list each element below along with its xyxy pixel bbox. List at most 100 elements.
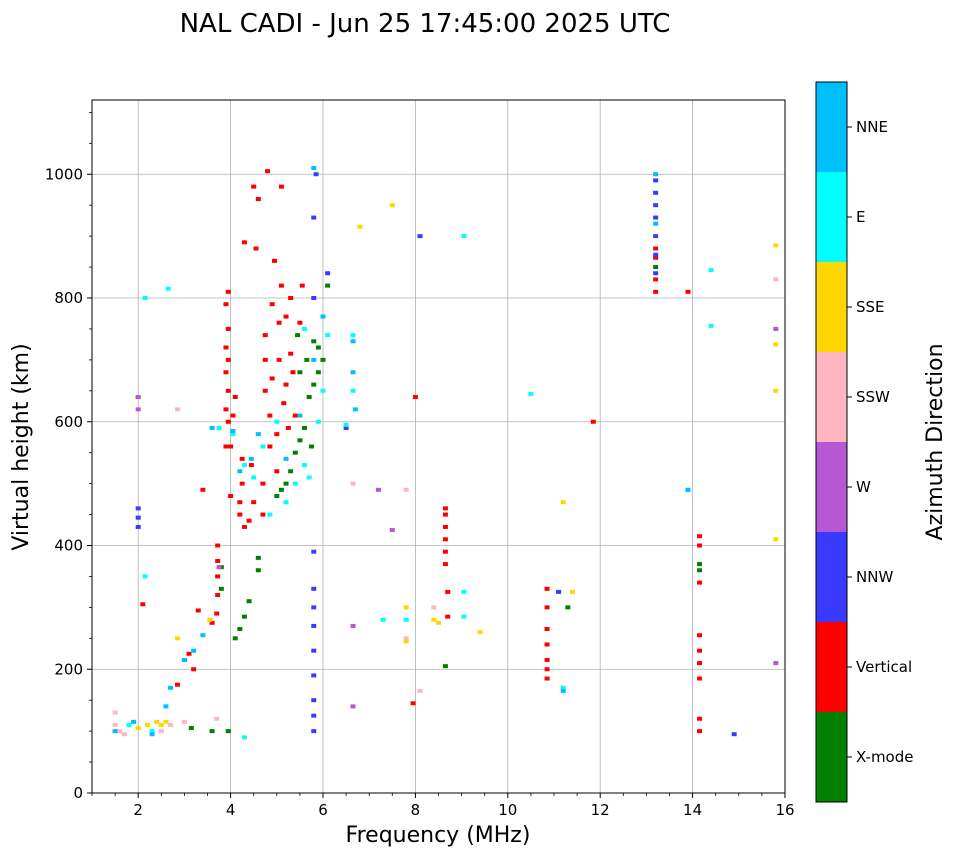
data-point-ssw xyxy=(431,605,437,610)
data-point-vertical xyxy=(253,246,259,251)
data-point-vertical xyxy=(697,633,703,638)
data-point-e xyxy=(528,391,534,396)
data-point-x-mode xyxy=(255,568,261,573)
data-point-e xyxy=(251,475,257,480)
data-point-nne xyxy=(350,370,356,375)
data-point-x-mode xyxy=(325,283,331,288)
data-point-e xyxy=(230,432,236,437)
data-point-nnw xyxy=(343,425,349,430)
data-point-e xyxy=(403,617,409,622)
data-point-w xyxy=(773,326,779,331)
colorbar-tick-label: NNW xyxy=(856,568,893,586)
data-point-vertical xyxy=(685,289,691,294)
data-point-sse xyxy=(431,617,437,622)
data-point-nnw xyxy=(311,215,317,220)
data-point-vertical xyxy=(237,500,243,505)
data-point-nnw xyxy=(653,234,659,239)
data-point-x-mode xyxy=(288,469,294,474)
data-point-nnw xyxy=(135,524,141,529)
data-point-vertical xyxy=(248,463,254,468)
data-point-vertical xyxy=(544,586,550,591)
data-point-x-mode xyxy=(320,357,326,362)
data-point-vertical xyxy=(290,370,296,375)
y-tick-label: 600 xyxy=(54,413,83,431)
data-point-nnw xyxy=(311,549,317,554)
data-point-nnw xyxy=(417,234,423,239)
data-point-ssw xyxy=(350,481,356,486)
data-point-e xyxy=(350,388,356,393)
data-point-vertical xyxy=(544,676,550,681)
data-point-sse xyxy=(158,722,164,727)
data-point-nnw xyxy=(311,605,317,610)
data-point-vertical xyxy=(225,326,231,331)
data-point-sse xyxy=(357,224,363,229)
data-point-nne xyxy=(149,732,155,737)
data-point-e xyxy=(165,286,171,291)
data-point-e xyxy=(302,326,308,331)
data-point-vertical xyxy=(281,401,287,406)
data-point-e xyxy=(380,617,386,622)
data-point-x-mode xyxy=(218,586,224,591)
data-point-ssw xyxy=(158,729,164,734)
data-point-vertical xyxy=(283,314,289,319)
x-tick-label: 16 xyxy=(775,801,794,819)
colorbar-swatch xyxy=(816,352,847,442)
axes-layer: 2 4 6 8 10 12 14 16 0 200 400 600 800 1000 xyxy=(45,111,795,819)
data-point-ssw xyxy=(168,722,174,727)
data-point-nnw xyxy=(731,732,737,737)
data-point-vertical xyxy=(445,614,451,619)
data-point-ssw xyxy=(214,716,220,721)
data-point-vertical xyxy=(544,605,550,610)
data-point-vertical xyxy=(297,320,303,325)
data-point-e xyxy=(350,333,356,338)
data-point-vertical xyxy=(285,425,291,430)
data-point-e xyxy=(241,463,247,468)
data-point-nne xyxy=(200,633,206,638)
data-point-nnw xyxy=(653,178,659,183)
x-tick-label: 6 xyxy=(318,801,328,819)
data-point-nnw xyxy=(313,172,319,177)
data-point-sse xyxy=(773,388,779,393)
data-point-vertical xyxy=(239,456,245,461)
data-point-x-mode xyxy=(653,265,659,270)
data-point-ssw xyxy=(181,719,187,724)
colorbar-label: Azimuth Direction xyxy=(923,343,948,540)
data-point-vertical xyxy=(697,543,703,548)
colorbar-frame xyxy=(815,81,848,803)
data-point-w xyxy=(389,528,395,533)
data-point-sse xyxy=(560,500,566,505)
data-point-vertical xyxy=(697,648,703,653)
data-point-vertical xyxy=(269,376,275,381)
data-point-e xyxy=(461,234,467,239)
data-point-nne xyxy=(352,407,358,412)
data-point-sse xyxy=(207,617,213,622)
data-point-e xyxy=(142,296,148,300)
data-point-x-mode xyxy=(246,599,252,604)
data-point-nne xyxy=(320,314,326,319)
data-point-e xyxy=(560,685,566,690)
data-point-vertical xyxy=(262,333,268,338)
data-point-vertical xyxy=(215,543,221,548)
data-point-vertical xyxy=(288,351,294,356)
data-point-e xyxy=(343,422,349,427)
data-point-vertical xyxy=(214,611,220,616)
data-point-sse xyxy=(163,719,169,724)
colorbar-swatch xyxy=(816,532,847,622)
data-point-vertical xyxy=(590,419,596,424)
data-point-vertical xyxy=(442,506,448,511)
colorbar-tick-label: NNE xyxy=(856,118,888,136)
data-point-nne xyxy=(112,729,118,734)
data-point-x-mode xyxy=(306,395,312,399)
data-point-vertical xyxy=(697,580,703,585)
data-point-ssw xyxy=(403,636,409,641)
data-point-nne xyxy=(283,456,289,461)
x-tick-label: 14 xyxy=(683,801,702,819)
data-point-sse xyxy=(154,719,160,724)
data-point-vertical xyxy=(410,701,416,706)
grid-layer xyxy=(92,100,786,794)
data-point-e xyxy=(292,481,298,486)
data-point-vertical xyxy=(225,357,231,362)
data-point-vertical xyxy=(265,169,271,174)
data-point-vertical xyxy=(544,667,550,672)
data-point-vertical xyxy=(412,395,418,399)
